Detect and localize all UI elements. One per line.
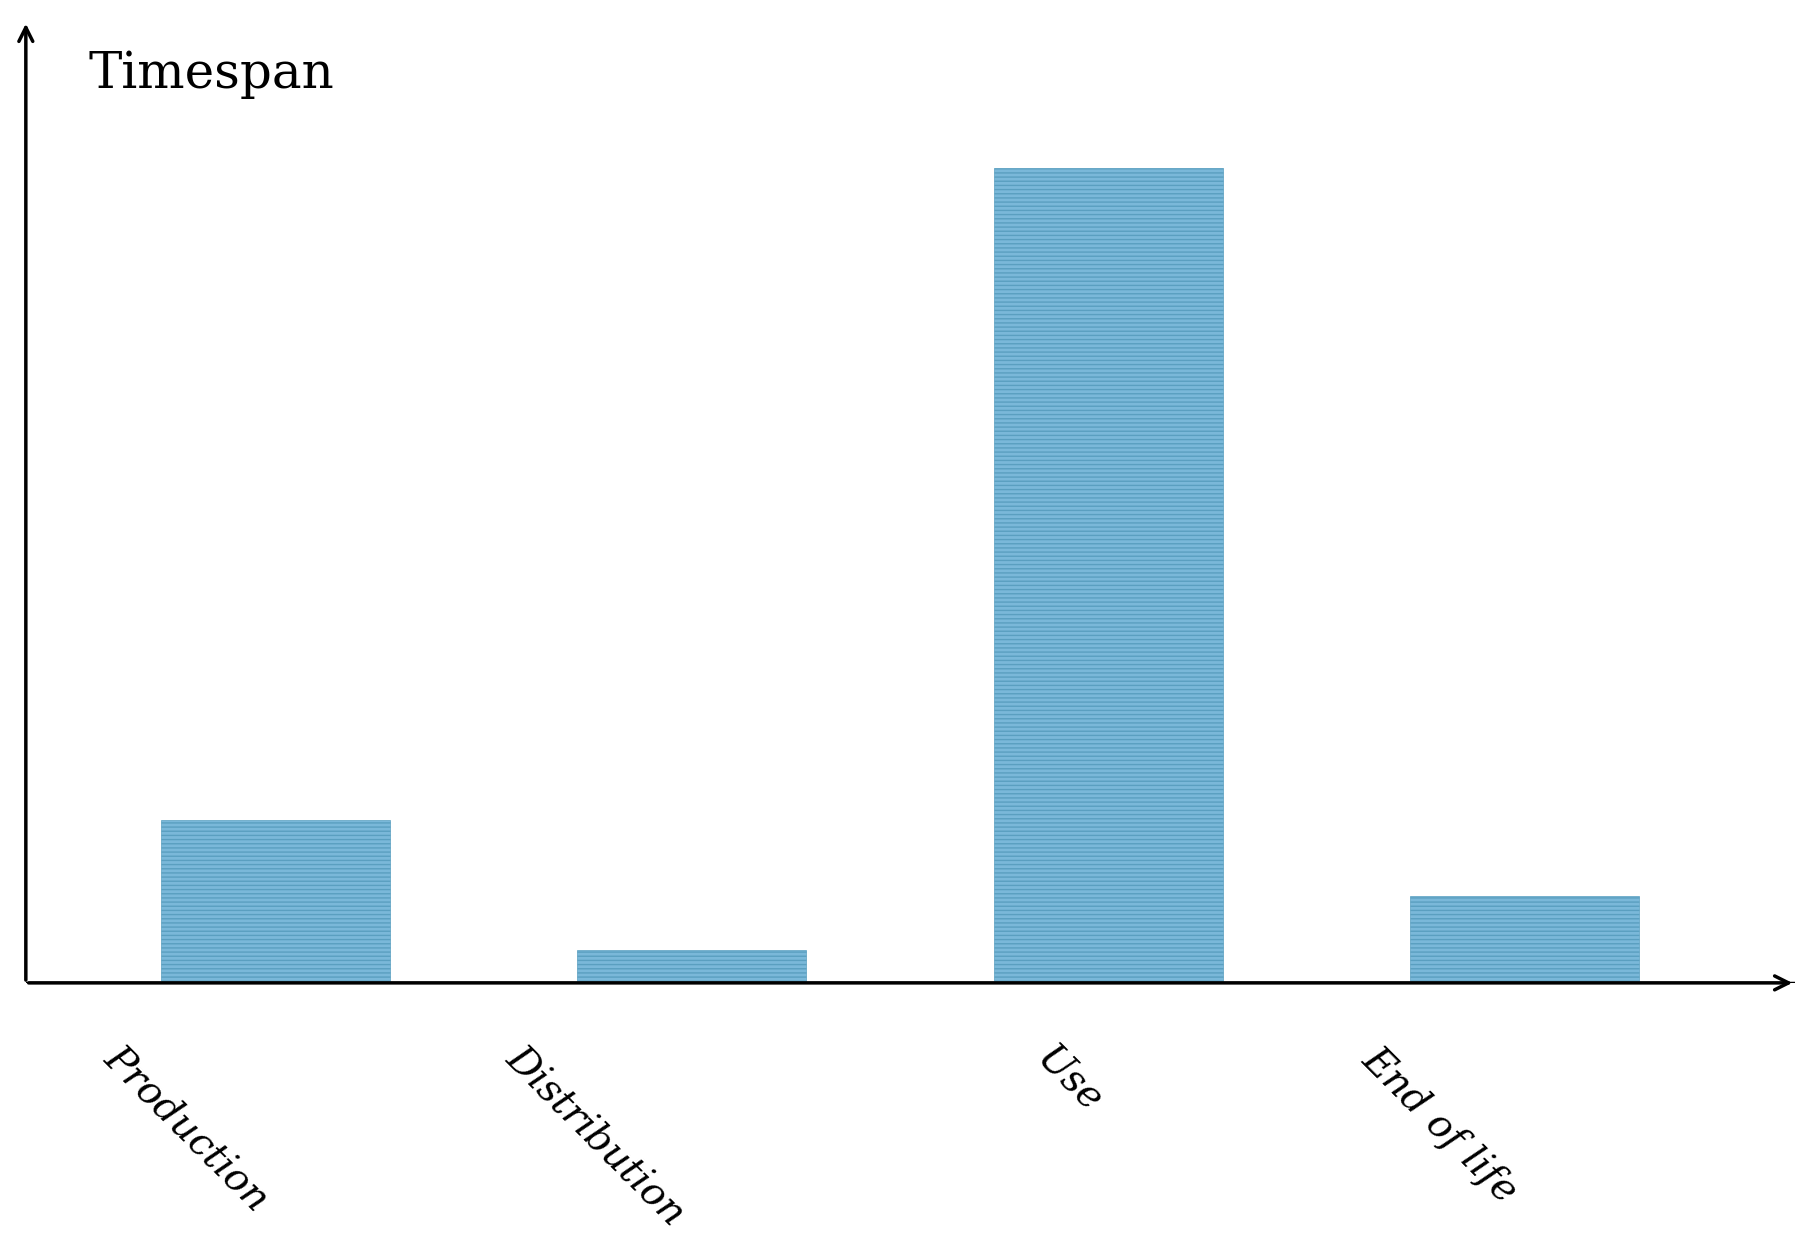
Text: Production: Production — [96, 1040, 276, 1220]
Bar — [993, 168, 1222, 983]
Text: Timespan: Timespan — [89, 50, 334, 99]
Bar — [577, 950, 806, 983]
Text: Distribution: Distribution — [499, 1040, 692, 1234]
Bar — [162, 820, 390, 983]
Bar — [1409, 896, 1640, 983]
Text: End of life: End of life — [1355, 1040, 1525, 1211]
Text: Use: Use — [1028, 1040, 1108, 1121]
